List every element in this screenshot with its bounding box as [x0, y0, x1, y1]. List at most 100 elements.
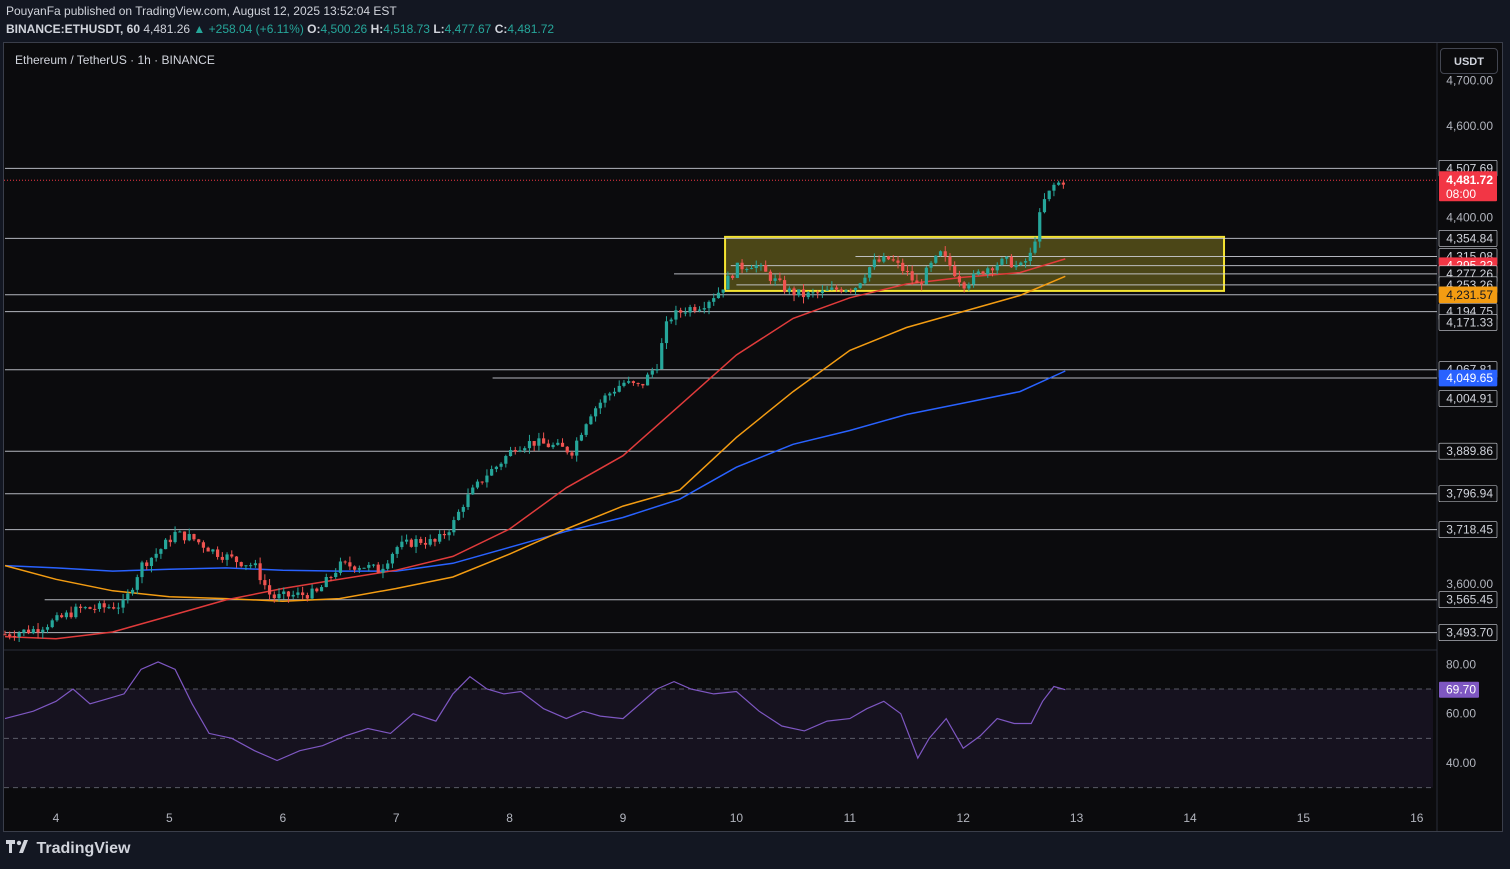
ma-mid-line — [4, 275, 1066, 603]
candle — [532, 441, 536, 446]
time-tick-label: 13 — [1070, 811, 1084, 825]
candle — [981, 271, 985, 275]
candle — [381, 568, 385, 573]
price-tick-label: 4,400.00 — [1446, 211, 1493, 225]
candle — [957, 276, 962, 283]
candle — [343, 561, 347, 563]
candle — [896, 260, 900, 263]
candle — [830, 287, 834, 290]
candle — [1057, 182, 1061, 185]
candle — [882, 256, 886, 262]
candle — [395, 547, 399, 554]
level-tag-label: 4,004.91 — [1446, 392, 1493, 406]
candle — [1028, 252, 1032, 262]
tradingview-logo-icon — [6, 840, 28, 853]
level-tag — [1438, 314, 1498, 331]
candle — [239, 562, 243, 567]
ma-slow-line — [4, 370, 1066, 572]
candle — [811, 292, 815, 294]
high-value: 4,518.73 — [383, 22, 430, 36]
candle — [669, 319, 673, 322]
candle — [986, 268, 990, 275]
level-tag-label: 4,354.84 — [1446, 231, 1493, 245]
candles — [3, 180, 1065, 642]
candle — [263, 580, 267, 586]
time-tick-label: 15 — [1297, 811, 1311, 825]
candle — [376, 564, 380, 573]
candle — [371, 564, 376, 566]
candle — [716, 292, 721, 299]
chart-legend: Ethereum / TetherUS · 1h · BINANCE — [15, 53, 215, 67]
candle — [806, 292, 810, 298]
time-tick-label: 12 — [957, 811, 971, 825]
candle — [386, 563, 390, 569]
candle — [83, 607, 87, 609]
candle — [622, 382, 626, 386]
candle — [456, 511, 461, 521]
ohlc-bar: BINANCE:ETHUSDT, 60 4,481.26 ▲ +258.04 (… — [6, 22, 554, 36]
level-tag — [1438, 230, 1498, 247]
candle — [267, 585, 272, 595]
candle — [593, 408, 598, 417]
candle — [164, 539, 168, 550]
candle — [934, 255, 938, 263]
candle — [735, 262, 739, 278]
level-tag — [1438, 286, 1498, 304]
candle — [560, 442, 565, 447]
candle — [400, 541, 404, 548]
candle — [745, 269, 749, 271]
candle — [301, 592, 305, 596]
level-tag — [1438, 485, 1498, 503]
candle — [461, 507, 465, 512]
candle — [97, 603, 102, 609]
candle — [69, 612, 73, 618]
candle — [480, 481, 484, 483]
candle — [475, 481, 480, 488]
candle — [679, 310, 683, 313]
candle — [178, 531, 182, 533]
candle — [112, 607, 116, 609]
level-tag — [1438, 591, 1498, 609]
rsi-line — [4, 661, 1066, 762]
candle — [801, 289, 806, 298]
time-tick-label: 4 — [53, 811, 60, 825]
last-price: 4,481.26 — [143, 22, 191, 36]
candle — [78, 606, 83, 608]
candle — [121, 599, 125, 608]
level-tag-label: 3,565.45 — [1446, 593, 1493, 607]
rsi-tick-label: 60.00 — [1446, 707, 1476, 721]
candle — [324, 576, 328, 588]
candle — [466, 494, 470, 508]
tradingview-brand: TradingView — [6, 840, 130, 858]
candle — [764, 265, 768, 272]
candle — [494, 466, 498, 470]
candle — [523, 448, 527, 451]
candle — [575, 440, 579, 456]
chart-area[interactable] — [3, 42, 1503, 832]
candle — [485, 475, 489, 483]
candle — [551, 444, 555, 448]
candle — [305, 595, 309, 599]
candle — [707, 301, 711, 309]
level-tag-label: 3,718.45 — [1446, 523, 1493, 537]
candle — [206, 547, 210, 552]
candle — [612, 391, 617, 394]
candle — [286, 591, 291, 597]
candle — [938, 251, 943, 256]
candle — [631, 381, 635, 383]
candle — [145, 562, 149, 566]
candle — [433, 539, 437, 542]
candle — [215, 549, 220, 557]
candle — [282, 591, 286, 594]
time-tick-label: 6 — [279, 811, 286, 825]
candle — [60, 615, 64, 618]
candle — [731, 275, 735, 278]
candle — [1009, 256, 1013, 268]
candle — [423, 542, 428, 545]
candle — [258, 563, 262, 581]
ma-fast-line — [4, 258, 1066, 640]
currency-button[interactable]: USDT — [1440, 48, 1498, 74]
candle — [556, 442, 560, 445]
candle — [872, 259, 876, 268]
